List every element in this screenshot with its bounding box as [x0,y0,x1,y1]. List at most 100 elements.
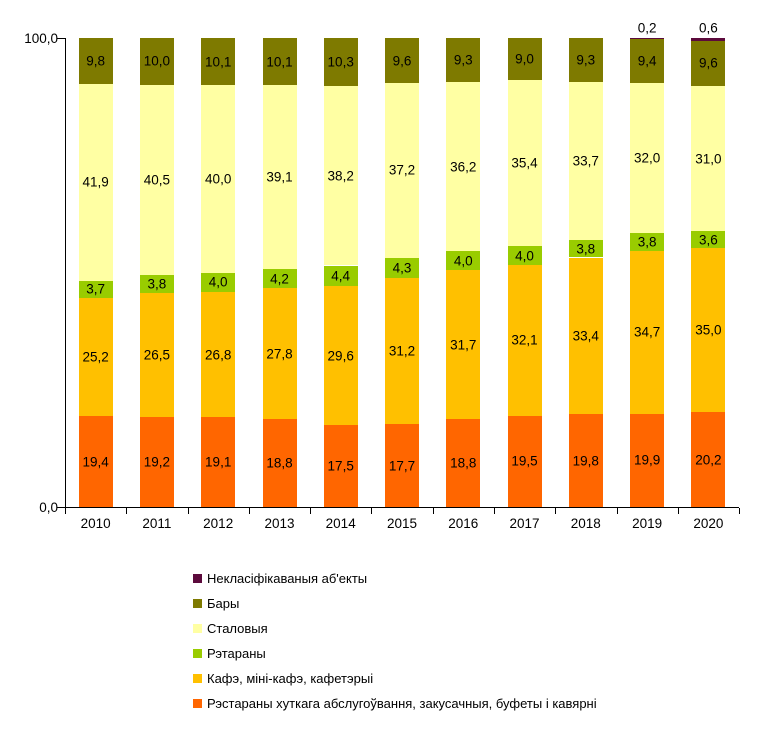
bar-segment [568,239,603,258]
bar-value-label: 31,0 [695,151,722,166]
y-axis-label-max: 100,0 [24,31,58,46]
bar-segment [262,38,297,86]
bar-segment [568,38,603,82]
bar-segment [201,38,236,86]
legend-label: Рэтараны [207,646,266,661]
bar-segment [630,83,665,234]
bar-value-label: 25,2 [82,349,109,365]
bar-segment [630,38,665,83]
bar-segment [323,265,358,287]
x-axis-tick [432,508,434,514]
bar-segment [446,270,481,419]
x-axis-tick [310,508,312,514]
bar-value-label: 19,8 [572,453,599,469]
bar-value-label: 10,1 [205,54,232,70]
x-axis-label: 2012 [203,516,234,531]
bar-value-label: 26,8 [205,347,232,363]
x-axis-tick [187,508,189,514]
x-axis-label: 2011 [142,516,172,531]
bar-segment [446,38,481,82]
bar-value-label: 37,2 [388,162,416,178]
x-axis-label: 2016 [448,516,479,531]
x-axis-label: 2019 [632,516,663,531]
bar-value-label: 3,8 [147,276,167,292]
bar-segment [446,251,481,271]
bar-segment [323,286,358,425]
bar-value-label: 39,1 [266,169,293,185]
x-axis-label: 2018 [570,516,601,531]
bar-value-label: 4,4 [331,268,351,284]
bar-value-label: 18,8 [450,455,477,471]
bar-segment [691,38,726,41]
bar-segment [262,418,297,507]
bar-value-label: 4,3 [392,260,412,276]
bar-value-label: 33,4 [572,328,599,344]
bar-segment [201,85,236,273]
bar-value-label: 9,3 [453,52,473,68]
bar-segment [385,83,419,258]
bar-value-label: 40,5 [143,172,171,188]
legend-label: Кафэ, міні-кафэ, кафетэрыі [207,671,374,686]
bar-segment [385,424,419,507]
bar-segment [507,415,542,507]
bar-segment [385,38,419,83]
bar-value-label: 32,1 [511,332,538,348]
bar-segment [691,412,726,507]
bar-value-label: 31,2 [388,343,416,359]
legend-item: Некласіфікаваныя аб'екты [193,566,597,591]
bar-segment [78,280,113,298]
y-axis-tick-bottom [57,507,66,508]
bar-value-label: 9,8 [86,53,105,69]
bar-segment [630,38,665,39]
bar-value-label: 3,8 [637,234,657,250]
bar-value-label: 31,7 [450,337,477,352]
bar-value-label: 34,7 [633,324,661,340]
x-axis-tick [126,508,128,514]
legend-item: Рэтараны [193,641,597,666]
bar-value-label: 41,9 [82,174,109,190]
bar-segment [385,257,419,278]
bar-value-label-outside: 0,2 [637,20,657,36]
bar-segment [201,273,236,292]
bar-segment [139,274,174,293]
x-axis-tick [65,508,66,514]
x-axis-label: 2015 [386,516,418,531]
x-axis-tick [248,508,250,514]
bar-segment [630,233,665,251]
y-axis-tick-top [57,38,66,39]
x-axis-tick [677,508,679,514]
bar-segment [691,40,726,86]
bar-segment [262,288,297,419]
bar-value-label: 36,2 [450,159,477,174]
x-axis-tick [493,508,495,514]
bar-segment [630,413,665,507]
legend-swatch-icon [193,624,202,633]
bar-segment [201,291,236,418]
legend-item: Сталовыя [193,616,597,641]
legend-swatch-icon [193,699,202,708]
x-axis-tick [739,508,740,514]
bar-segment [323,38,358,87]
bar-value-label: 9,0 [515,51,534,67]
bar-value-label: 40,0 [205,171,232,187]
bar-value-label: 3,8 [576,241,596,257]
bar-value-label: 19,4 [82,454,109,469]
x-axis-label: 2013 [264,516,295,531]
bar-segment [446,418,481,507]
bar-value-label: 4,0 [515,248,534,264]
bar-value-label: 10,3 [327,54,354,70]
bar-segment [139,84,174,275]
legend-item: Бары [193,591,597,616]
bar-segment [507,38,542,81]
bar-segment [139,38,174,85]
legend-swatch-icon [193,649,202,658]
bar-segment [446,81,481,252]
x-axis-tick [555,508,557,514]
bar-segment [691,85,726,232]
bar-segment [323,424,358,507]
legend-swatch-icon [193,574,202,583]
bar-segment [323,86,358,266]
bar-value-label: 19,9 [633,452,661,468]
bar-value-label: 18,8 [266,455,293,471]
